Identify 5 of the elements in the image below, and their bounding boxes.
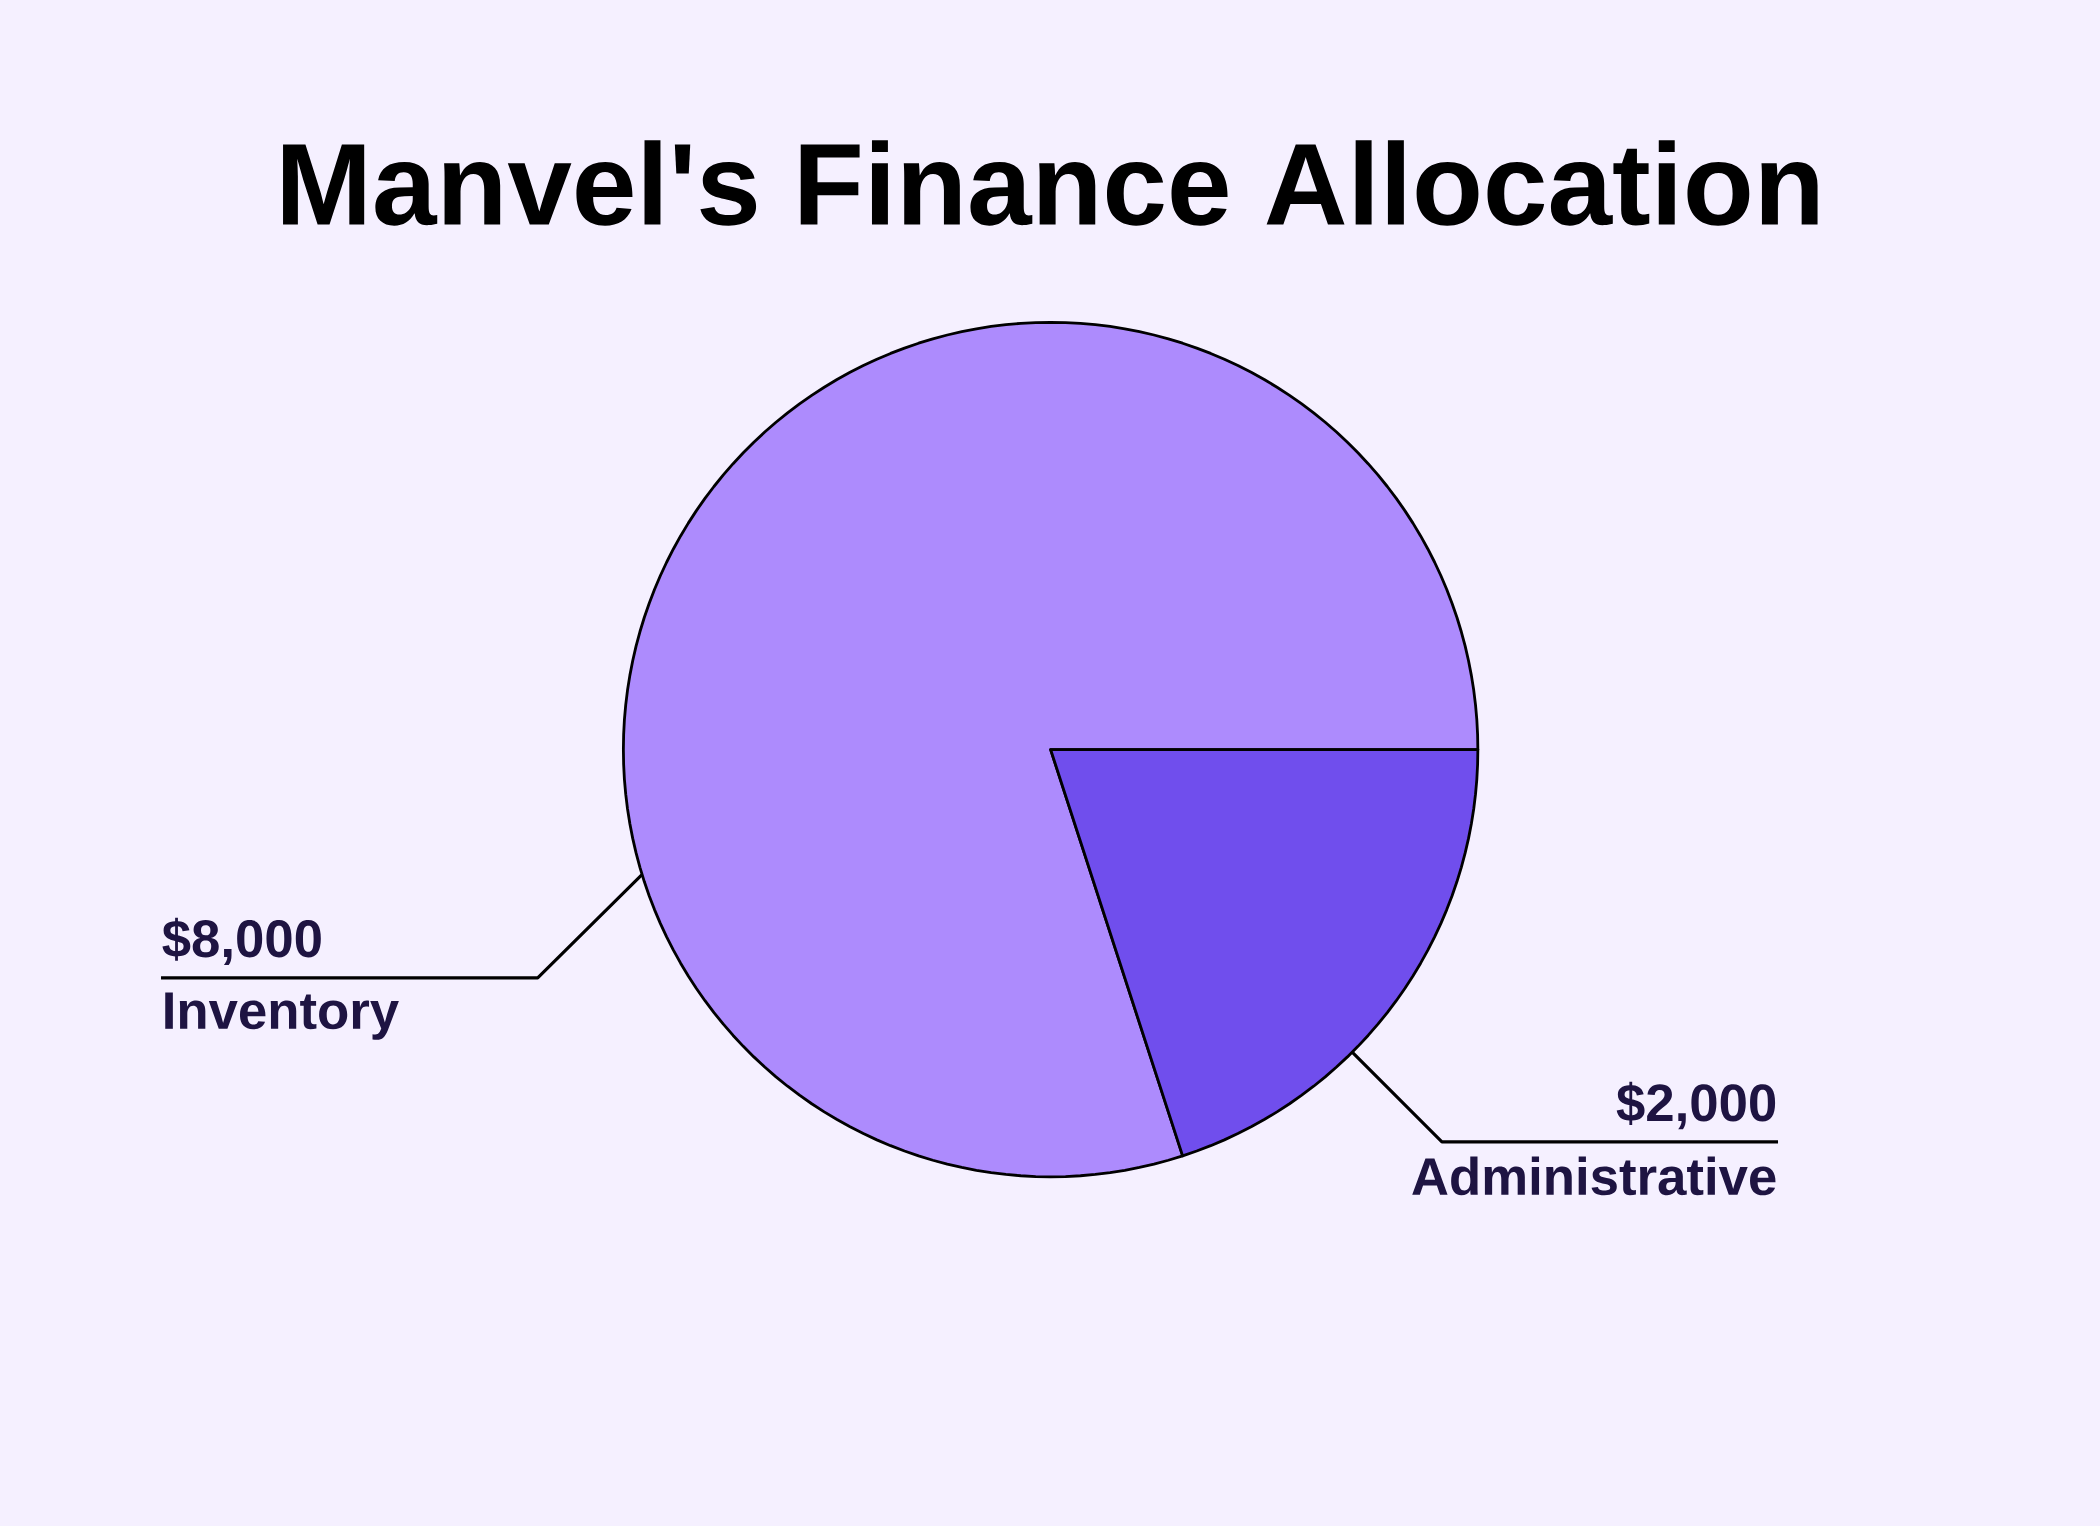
- data-label: $2,000: [1616, 1081, 1776, 1130]
- slice-label: Inventory: [165, 992, 399, 1040]
- chart-title: Manvel's Finance Allocation: [283, 140, 1818, 226]
- slice-label: Administrative: [1412, 1156, 1776, 1196]
- data-label: $8,000: [162, 917, 321, 966]
